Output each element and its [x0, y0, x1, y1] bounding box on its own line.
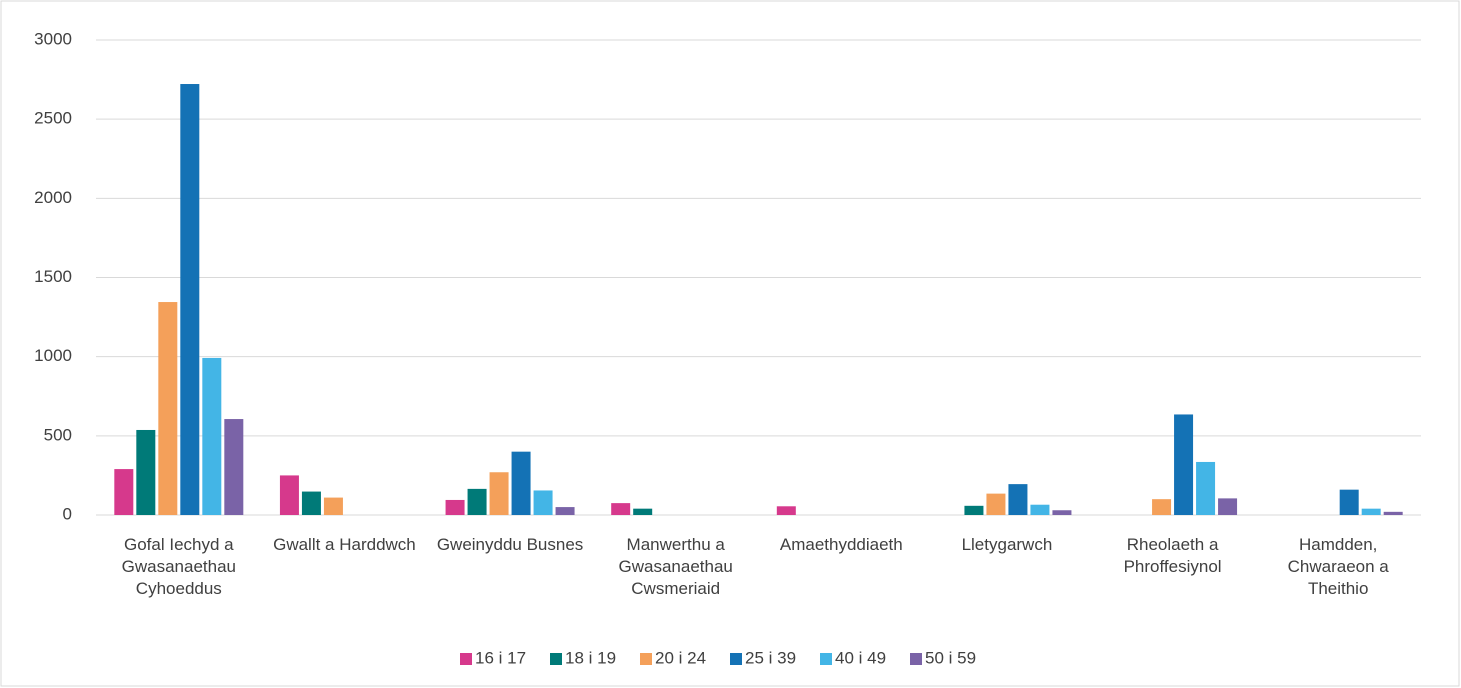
legend-label: 20 i 24 [655, 648, 706, 667]
bar [1196, 461, 1216, 515]
legend-label: 25 i 39 [745, 648, 796, 667]
x-tick-label: Manwerthu a Gwasanaethau Cwsmeriaid [618, 535, 733, 598]
y-tick-label: 1500 [34, 267, 72, 286]
bar [489, 472, 509, 515]
x-tick-label: Rheolaeth a Phroffesiynol [1123, 535, 1222, 576]
bar [776, 506, 796, 515]
bar [1339, 489, 1359, 515]
legend-swatch [550, 653, 562, 665]
bar [1383, 511, 1403, 515]
bar [467, 488, 487, 515]
bar [555, 507, 575, 515]
bar [1361, 508, 1381, 515]
x-tick-label: Lletygarwch [961, 535, 1053, 554]
y-tick-label: 3000 [34, 29, 72, 48]
legend-swatch [640, 653, 652, 665]
x-tick-label: Amaethyddiaeth [779, 535, 903, 554]
bar [445, 499, 465, 515]
y-tick-label: 1000 [34, 346, 72, 365]
legend-label: 50 i 59 [925, 648, 976, 667]
bar [986, 493, 1006, 515]
bar [279, 475, 299, 515]
bar [323, 497, 343, 515]
bar [301, 491, 321, 515]
y-tick-label: 500 [44, 425, 72, 444]
bar [136, 429, 156, 515]
legend-swatch [910, 653, 922, 665]
legend-swatch [460, 653, 472, 665]
bar [511, 451, 531, 515]
legend-label: 16 i 17 [475, 648, 526, 667]
legend-swatch [730, 653, 742, 665]
x-tick-label: Hamdden, Chwaraeon a Theithio [1287, 535, 1389, 598]
bar [114, 469, 134, 515]
bar [633, 508, 653, 515]
bar [202, 357, 222, 515]
x-tick-label: Gwallt a Harddwch [273, 535, 416, 554]
bar [533, 490, 553, 515]
bar [158, 302, 178, 515]
bar [1030, 504, 1050, 515]
y-tick-label: 2000 [34, 188, 72, 207]
legend-label: 18 i 19 [565, 648, 616, 667]
bar [1174, 414, 1194, 515]
legend-label: 40 i 49 [835, 648, 886, 667]
x-tick-label: Gofal Iechyd a Gwasanaethau Cyhoeddus [121, 535, 236, 598]
bar [180, 84, 200, 516]
legend-swatch [820, 653, 832, 665]
bar [224, 419, 244, 515]
y-tick-label: 0 [63, 504, 72, 523]
bar [1152, 499, 1172, 515]
x-tick-label: Gweinyddu Busnes [436, 535, 584, 554]
y-tick-label: 2500 [34, 109, 72, 128]
bar [611, 503, 631, 515]
bar [1218, 498, 1238, 515]
bar [1008, 484, 1028, 515]
bar [1052, 510, 1072, 515]
bar [964, 505, 984, 515]
